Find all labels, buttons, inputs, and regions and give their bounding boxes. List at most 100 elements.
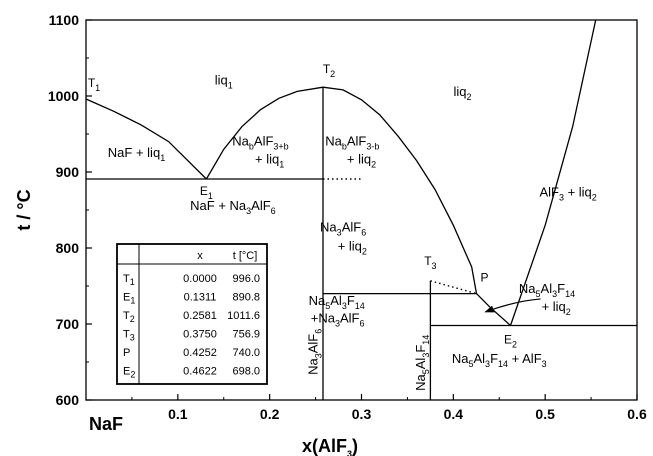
phase-boundary-4	[509, 19, 597, 326]
point-symbol: E	[200, 184, 208, 198]
point-symbol: P	[480, 271, 488, 285]
label-segment: AlF	[305, 334, 320, 354]
label-segment: Na	[519, 281, 536, 296]
invariant-point-label: E1	[200, 184, 213, 201]
invariant-point-label: P	[480, 271, 488, 285]
label-segment: AlF	[347, 133, 367, 148]
label-segment: Na	[413, 373, 428, 390]
table-row-t: 890.8	[232, 292, 260, 304]
table-row-name: E2	[123, 366, 135, 380]
label-segment: 14	[355, 301, 365, 311]
label-segment: 6	[271, 206, 276, 216]
y-tick-label: 1000	[48, 88, 79, 104]
region-label: +Na3AlF6	[311, 310, 365, 328]
label-segment: +Na	[311, 310, 336, 325]
table-row-x: 0.4252	[183, 347, 217, 359]
row-subscript: 3	[130, 333, 135, 343]
label-segment: 2	[467, 92, 472, 102]
phase-boundary-0	[85, 98, 207, 180]
table-header-x: x	[197, 250, 203, 262]
label-segment: AlF	[251, 198, 271, 213]
label-segment: Al	[330, 293, 342, 308]
label-segment: liq	[215, 73, 228, 88]
table-header-t: t [°C]	[233, 250, 258, 262]
label-segment: 3	[342, 301, 347, 311]
arrow-layer	[484, 298, 541, 313]
label-segment: 3	[485, 359, 490, 369]
x-tick-label: 0.5	[535, 406, 555, 422]
table-row-name: T3	[123, 329, 135, 343]
region-label: + liq1	[255, 152, 284, 170]
label-segment: Al	[413, 358, 428, 370]
region-label: NabAlF3+b	[232, 133, 288, 151]
y-axis-title: t / °C	[14, 189, 34, 230]
label-segment: 5	[325, 301, 330, 311]
x-tick-label: 0.4	[444, 406, 464, 422]
region-label: + liq2	[338, 238, 367, 256]
label-segment: 3	[335, 318, 340, 328]
label-segment: 3+b	[273, 141, 288, 151]
table-row-x: 0.4622	[183, 366, 217, 378]
label-segment: 2	[592, 192, 597, 202]
label-segment: AlF	[539, 184, 559, 199]
y-tick-label: 1100	[49, 12, 80, 28]
region-label: NaF + Na3AlF6	[190, 198, 276, 216]
x-tick-label: 0.6	[627, 406, 647, 422]
label-segment: 3	[337, 227, 342, 237]
region-label: NaF + liq1	[108, 145, 165, 163]
label-segment: 5	[468, 359, 473, 369]
label-segment: 1	[160, 153, 165, 163]
axis-ticks: 0.1 0.2 0.3 0.4 0.5 0.6NaF6007008009001000110…	[48, 12, 647, 434]
table-row-name: E1	[123, 292, 135, 306]
phase-boundary-1	[205, 86, 324, 180]
label-segment: Na	[309, 293, 326, 308]
label-segment: 14	[421, 335, 431, 345]
region-label: Na5Al3F14	[519, 281, 575, 299]
label-segment: + liq	[255, 152, 279, 167]
label-segment: 14	[565, 289, 575, 299]
row-symbol: E	[123, 366, 130, 378]
label-segment: 2	[566, 307, 571, 317]
label-segment: Al	[541, 281, 553, 296]
label-segment: 1	[228, 81, 233, 91]
x-axis-title: x(AlF3)	[302, 436, 358, 456]
label-segment: 2	[371, 160, 376, 170]
x-tick-label: 0.2	[260, 406, 280, 422]
x-origin-label: NaF	[89, 414, 123, 434]
point-symbol: T	[88, 76, 96, 90]
label-segment: 3	[552, 289, 557, 299]
point-symbol: T	[323, 62, 331, 76]
row-symbol: T	[123, 310, 130, 322]
row-symbol: P	[123, 347, 130, 359]
point-subscript: 1	[208, 191, 213, 201]
label-segment: 5	[536, 289, 541, 299]
label-segment: 3	[421, 353, 431, 358]
row-symbol: E	[123, 292, 130, 304]
label-segment: Na	[325, 133, 342, 148]
y-tick-label: 800	[56, 240, 80, 256]
row-symbol: T	[123, 273, 130, 285]
region-label: AlF3 + liq2	[539, 184, 596, 202]
label-segment: 5	[421, 369, 431, 374]
invariant-point-label: T2	[323, 62, 335, 79]
phase-boundaries	[85, 19, 637, 400]
region-label: Na5Al3F14 + AlF3	[452, 351, 547, 369]
label-segment: 6	[359, 318, 364, 328]
table-row-x: 0.0000	[183, 273, 217, 285]
y-tick-label: 900	[56, 164, 80, 180]
point-subscript: 1	[95, 83, 100, 93]
invariant-point-label: T3	[424, 254, 436, 271]
region-label: + liq2	[542, 299, 571, 317]
region-label: + liq2	[347, 152, 376, 170]
label-segment: b	[249, 141, 254, 151]
label-segment: 3	[559, 192, 564, 202]
row-subscript: 2	[130, 314, 135, 324]
region-label: Na5Al3F14	[309, 293, 365, 311]
label-segment: + liq	[542, 299, 566, 314]
table-row-name: T2	[123, 310, 135, 324]
